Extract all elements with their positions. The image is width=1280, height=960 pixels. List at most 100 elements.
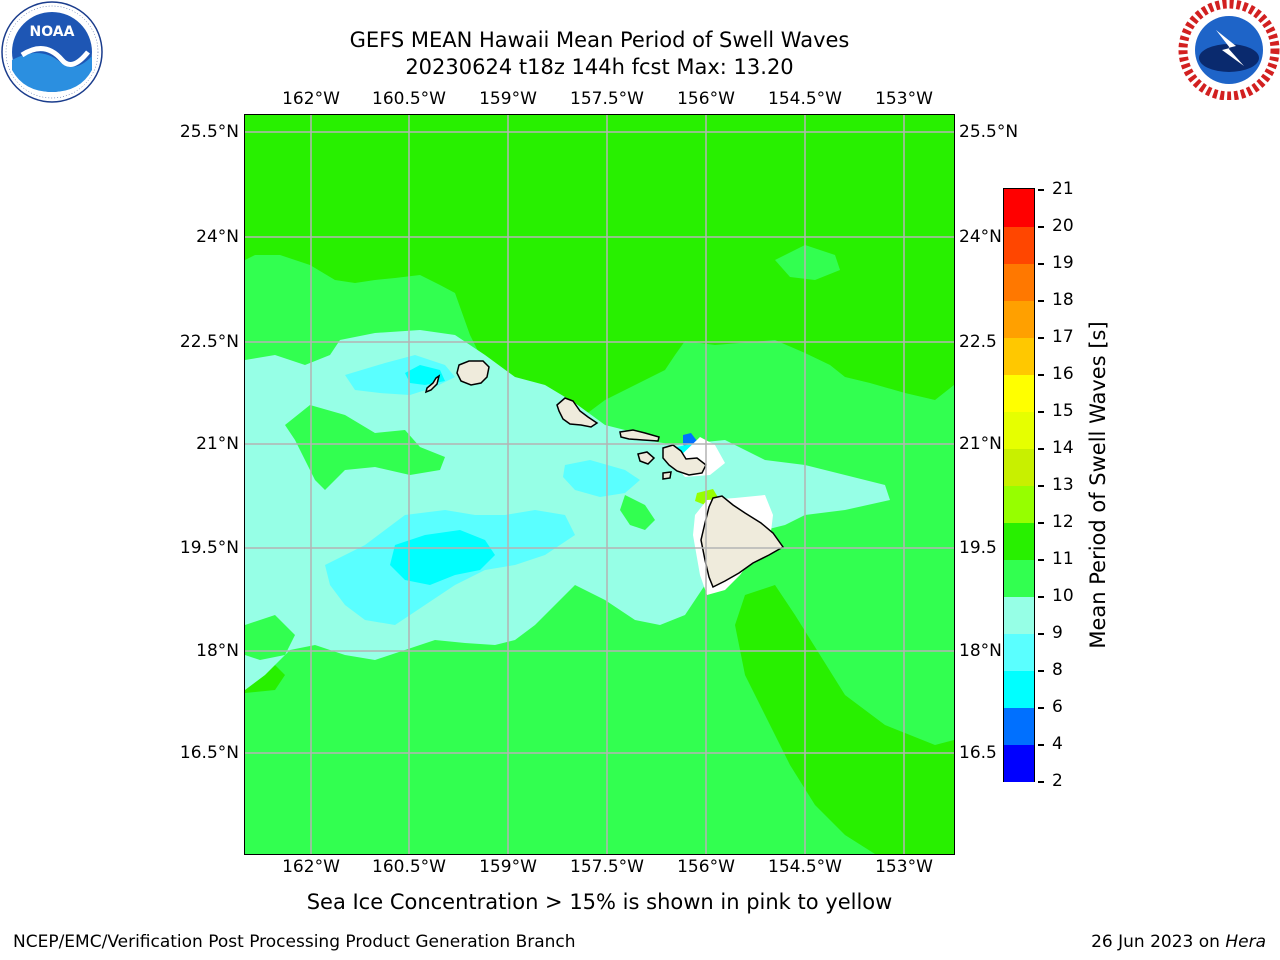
colorbar-segment — [1004, 411, 1034, 449]
colorbar-segment — [1004, 448, 1034, 486]
colorbar-tick — [1038, 670, 1044, 672]
noaa-logo-text: NOAA — [30, 24, 75, 40]
period-field-11-12-southeast — [735, 585, 954, 854]
colorbar-tick — [1038, 300, 1044, 302]
colorbar-tick-label: 9 — [1052, 623, 1063, 643]
colorbar-tick-label: 21 — [1052, 179, 1074, 199]
map-title: GEFS MEAN Hawaii Mean Period of Swell Wa… — [349, 28, 850, 52]
lon-tick-label: 160.5°W — [372, 857, 446, 877]
island-kauai — [456, 360, 490, 386]
colorbar-tick-label: 14 — [1052, 438, 1074, 458]
island-hawaii — [700, 495, 785, 589]
colorbar-tick-label: 6 — [1052, 697, 1063, 717]
colorbar-tick — [1038, 707, 1044, 709]
colorbar-segment — [1004, 596, 1034, 634]
island-molokai — [619, 429, 660, 442]
lon-tick-label: 159°W — [479, 857, 537, 877]
island-maui — [662, 444, 707, 476]
map-panel — [245, 115, 954, 854]
island-oahu — [556, 397, 599, 428]
colorbar-tick — [1038, 559, 1044, 561]
colorbar-tick — [1038, 337, 1044, 339]
colorbar-title: Mean Period of Swell Waves [s] — [1086, 321, 1110, 649]
colorbar-tick — [1038, 596, 1044, 598]
colorbar-tick-label: 4 — [1052, 734, 1063, 754]
colorbar-segment — [1004, 559, 1034, 597]
lon-tick-label: 162°W — [282, 857, 340, 877]
lat-tick-label: 21°N — [959, 434, 1002, 454]
colorbar-tick — [1038, 522, 1044, 524]
colorbar-segment — [1004, 337, 1034, 375]
colorbar-tick-label: 2 — [1052, 771, 1063, 791]
colorbar-segment — [1004, 300, 1034, 338]
colorbar-tick — [1038, 263, 1044, 265]
colorbar-tick-label: 13 — [1052, 475, 1074, 495]
colorbar-tick — [1038, 448, 1044, 450]
lon-tick-label: 156°W — [677, 89, 735, 109]
lat-tick-label: 16.5 — [959, 743, 997, 763]
colorbar-segment — [1004, 263, 1034, 301]
lon-tick-label: 157.5°W — [570, 857, 644, 877]
lon-tick-label: 156°W — [677, 857, 735, 877]
colorbar-tick-label: 10 — [1052, 586, 1074, 606]
lat-tick-label: 19.5 — [959, 538, 997, 558]
lon-tick-label: 153°W — [875, 89, 933, 109]
lon-tick-label: 154.5°W — [768, 857, 842, 877]
lat-tick-label: 24°N — [959, 227, 1002, 247]
colorbar-tick — [1038, 226, 1044, 228]
colorbar-tick-label: 12 — [1052, 512, 1074, 532]
lon-tick-label: 162°W — [282, 89, 340, 109]
colorbar-tick-label: 18 — [1052, 290, 1074, 310]
island-niihau — [424, 374, 441, 394]
period-field-10-11-patch — [775, 245, 840, 280]
footer-date-text: 26 Jun 2023 on — [1091, 932, 1226, 952]
period-field-6-8-south — [390, 530, 495, 585]
colorbar-tick — [1038, 633, 1044, 635]
lon-tick-label: 160.5°W — [372, 89, 446, 109]
colorbar-tick-label: 11 — [1052, 549, 1074, 569]
period-field-10-11-east — [620, 495, 655, 530]
colorbar — [1003, 188, 1035, 782]
lat-tick-label: 16.5°N — [179, 743, 239, 763]
footer-date: 26 Jun 2023 on Hera — [1091, 932, 1266, 952]
footer-machine: Hera — [1225, 932, 1266, 952]
colorbar-tick-label: 17 — [1052, 327, 1074, 347]
colorbar-segment — [1004, 633, 1034, 671]
colorbar-tick-label: 20 — [1052, 216, 1074, 236]
lat-tick-label: 25.5°N — [959, 122, 1019, 142]
noaa-logo: NOAA — [1, 1, 103, 103]
lon-tick-label: 154.5°W — [768, 89, 842, 109]
lon-tick-label: 153°W — [875, 857, 933, 877]
colorbar-segment — [1004, 374, 1034, 412]
lon-tick-label: 157.5°W — [570, 89, 644, 109]
footer-credit: NCEP/EMC/Verification Post Processing Pr… — [13, 932, 576, 952]
colorbar-tick — [1038, 744, 1044, 746]
colorbar-segment — [1004, 485, 1034, 523]
lat-tick-label: 25.5°N — [179, 122, 239, 142]
colorbar-tick — [1038, 189, 1044, 191]
period-field-10-11-patch-sw — [245, 615, 295, 660]
period-field-10-11-inner — [285, 405, 445, 490]
island-kahoolawe — [662, 471, 672, 480]
lat-tick-label: 22.5°N — [179, 332, 239, 352]
colorbar-segment — [1004, 226, 1034, 264]
lon-tick-label: 159°W — [479, 89, 537, 109]
colorbar-tick-label: 16 — [1052, 364, 1074, 384]
island-lanai — [637, 451, 656, 465]
colorbar-tick — [1038, 781, 1044, 783]
map-subtitle: 20230624 t18z 144h fcst Max: 13.20 — [405, 55, 794, 79]
colorbar-segment — [1004, 189, 1034, 227]
colorbar-tick — [1038, 485, 1044, 487]
nws-logo — [1178, 0, 1280, 100]
colorbar-tick-label: 15 — [1052, 401, 1074, 421]
lat-tick-label: 18°N — [959, 641, 1002, 661]
colorbar-tick — [1038, 374, 1044, 376]
period-field-8-9-north — [345, 355, 455, 395]
colorbar-tick-label: 8 — [1052, 660, 1063, 680]
colorbar-segment — [1004, 707, 1034, 745]
map-grid — [245, 115, 954, 854]
lat-tick-label: 24°N — [196, 227, 239, 247]
colorbar-segment — [1004, 744, 1034, 782]
period-field-8-9-east — [563, 460, 640, 497]
map-canvas — [245, 115, 954, 854]
